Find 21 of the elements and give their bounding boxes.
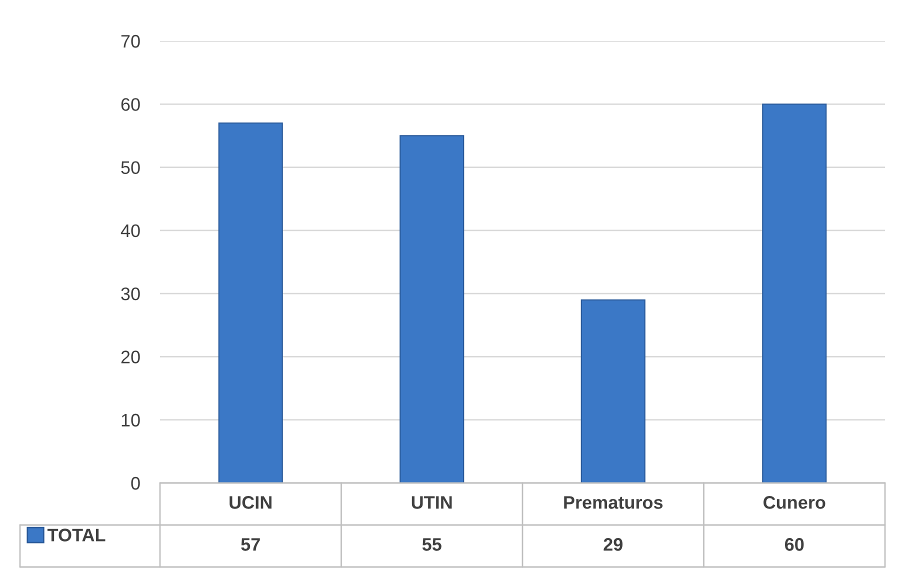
bar — [218, 122, 283, 483]
y-tick-label: 10 — [122, 414, 140, 427]
y-tick-label: 60 — [121, 98, 140, 111]
bar — [580, 299, 646, 483]
data-label: 57 — [241, 538, 260, 551]
x-tick-label: UTIN — [412, 496, 452, 509]
y-tick-label: 70 — [121, 34, 140, 48]
data-label: 29 — [604, 538, 622, 551]
x-tick-label: UCIN — [230, 496, 272, 509]
bar — [762, 104, 827, 483]
y-tick-label: 0 — [131, 476, 140, 490]
y-tick-label: 20 — [121, 350, 140, 364]
data-label: 55 — [422, 538, 442, 551]
data-label: 60 — [784, 538, 804, 551]
y-tick-label: 40 — [120, 224, 140, 238]
x-tick-label: Prematuros — [564, 496, 663, 509]
y-tick-label: 50 — [121, 161, 140, 174]
bar — [400, 135, 464, 483]
legend-label: TOTAL — [47, 528, 106, 542]
y-tick-label: 30 — [121, 288, 140, 300]
x-tick-label: Cunero — [764, 496, 826, 509]
